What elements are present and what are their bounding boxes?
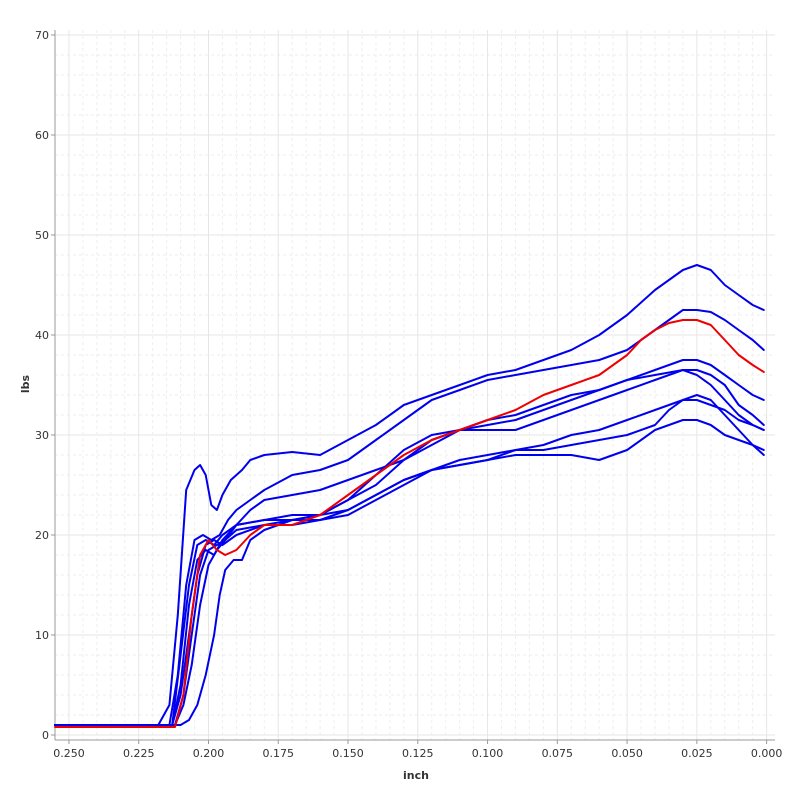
series-line-2 [54,309,765,726]
y-tick-label: 0 [42,729,49,742]
y-tick-label: 30 [35,429,49,442]
series-line-7 [54,419,765,726]
series-lines [54,264,765,728]
x-tick-label: 0.150 [332,747,364,760]
y-tick-label: 10 [35,629,49,642]
y-tick-label: 60 [35,129,49,142]
y-tick-label: 50 [35,229,49,242]
x-tick-label: 0.050 [611,747,643,760]
x-tick-label: 0.075 [542,747,574,760]
minor-gridlines [55,30,775,740]
x-axis-title: inch [403,769,429,782]
y-axis-title: lbs [19,374,32,393]
x-tick-label: 0.200 [193,747,225,760]
y-axis-ticks: 0 10 20 30 40 50 60 70 [35,29,55,742]
series-line-5 [54,369,765,726]
y-tick-label: 40 [35,329,49,342]
series-line-9 [54,319,765,728]
x-tick-label: 0.175 [263,747,295,760]
x-tick-label: 0.100 [472,747,504,760]
series-line-8 [54,399,765,726]
major-gridlines [55,30,775,740]
series-line-1 [54,264,765,726]
x-tick-label: 0.125 [402,747,434,760]
x-tick-label: 0.000 [751,747,783,760]
y-tick-label: 70 [35,29,49,42]
y-tick-label: 20 [35,529,49,542]
x-tick-label: 0.250 [53,747,85,760]
x-axis-ticks: 0.250 0.225 0.200 0.175 0.150 0.125 0.100 0.075… [53,740,782,760]
axes [54,30,775,741]
x-tick-label: 0.025 [681,747,713,760]
x-tick-label: 0.225 [123,747,155,760]
